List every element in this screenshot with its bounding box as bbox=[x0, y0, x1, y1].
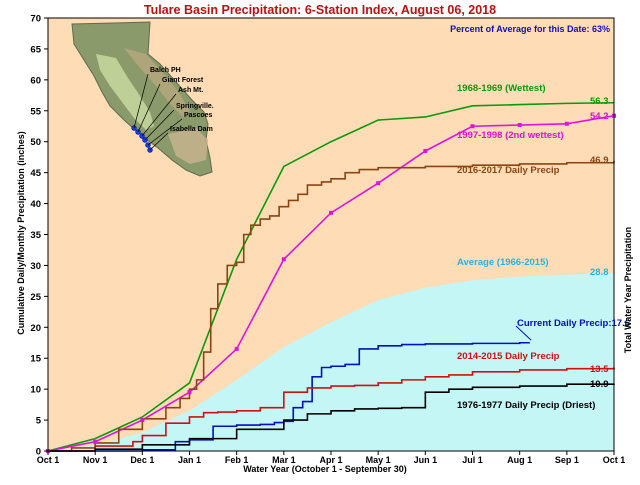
station-leader-line bbox=[137, 83, 161, 133]
x-tick-label: May 1 bbox=[366, 455, 391, 465]
y-tick-label: 25 bbox=[30, 292, 41, 303]
mojave-region-shape bbox=[168, 128, 208, 164]
series-0-end-value: 28.8 bbox=[590, 267, 609, 278]
y-tick-label: 10 bbox=[30, 385, 41, 396]
x-tick-label: Oct 1 bbox=[37, 455, 60, 465]
y-tick-label: 55 bbox=[30, 106, 41, 117]
x-tick-label: Apr 1 bbox=[319, 455, 342, 465]
station-leader-line bbox=[147, 118, 183, 146]
series-6-label: 1976-1977 Daily Precip (Driest) bbox=[457, 400, 595, 411]
station-label: Balch PH bbox=[150, 67, 181, 74]
chart-title: Tulare Basin Precipitation: 6-Station In… bbox=[144, 3, 496, 17]
x-tick-label: Oct 1 bbox=[603, 455, 626, 465]
series-2-point bbox=[329, 210, 333, 215]
series-5-end-value: 13.5 bbox=[590, 364, 609, 375]
station-label: Pascoes bbox=[184, 112, 213, 119]
station-label: Isabella Dam bbox=[170, 126, 213, 133]
series-2-point bbox=[93, 439, 98, 444]
series-5-label: 2014-2015 Daily Precip bbox=[457, 351, 560, 362]
y-tick-label: 35 bbox=[30, 230, 41, 241]
series-4-label: Current Daily Precip:17.6 bbox=[517, 318, 630, 329]
station-leader-line bbox=[149, 132, 169, 151]
x-tick-label: Sep 1 bbox=[555, 455, 579, 465]
series-2-label: 1997-1998 (2nd wettest) bbox=[457, 130, 564, 141]
station-leader-line bbox=[141, 93, 177, 137]
series-labels: Average (1966-2015) 1968-1969 (Wettest) 19… bbox=[457, 83, 630, 411]
y-tick-label: 0 bbox=[36, 447, 41, 458]
chart-subtitle: Percent of Average for this Date: 63% bbox=[450, 24, 610, 34]
series-1-label: 1968-1969 (Wettest) bbox=[457, 83, 546, 94]
x-tick-label: Feb 1 bbox=[225, 455, 249, 465]
series-2-point bbox=[140, 418, 145, 423]
station-label: Springville. bbox=[176, 103, 214, 110]
y-tick-label: 70 bbox=[30, 14, 41, 25]
station-marker bbox=[131, 125, 137, 131]
series-2-point bbox=[517, 123, 522, 128]
series-2-point bbox=[234, 346, 239, 351]
series-2-point bbox=[376, 181, 381, 186]
x-tick-label: Nov 1 bbox=[83, 455, 108, 465]
y-tick-label: 30 bbox=[30, 261, 41, 272]
series-2-point bbox=[423, 148, 428, 153]
series-1-end-value: 56.3 bbox=[590, 96, 609, 107]
series-6-line bbox=[48, 383, 615, 452]
average-area-layer bbox=[48, 272, 614, 451]
series-0-label: Average (1966-2015) bbox=[457, 257, 549, 268]
series-0-area bbox=[48, 272, 614, 451]
y-tick-label: 15 bbox=[30, 354, 41, 365]
series-3-line bbox=[48, 160, 615, 452]
series-2-point bbox=[281, 257, 286, 262]
series-4-line bbox=[48, 341, 530, 452]
y-tick-label: 40 bbox=[30, 199, 41, 210]
series-1-line bbox=[47, 101, 615, 452]
x-tick-label: Mar 1 bbox=[272, 455, 296, 465]
station-labels: Balch PH Giant Forest Ash Mt. Springville. P… bbox=[133, 67, 214, 151]
station-leader-line bbox=[144, 109, 175, 141]
series-5-line bbox=[48, 367, 615, 452]
station-label: Ash Mt. bbox=[178, 87, 203, 94]
current-precip-arrow bbox=[515, 325, 532, 341]
station-label: Giant Forest bbox=[162, 77, 204, 84]
series-2-point bbox=[187, 390, 192, 395]
series-3-label: 2016-2017 Daily Precip bbox=[457, 165, 560, 176]
central-valley-shape bbox=[96, 54, 154, 130]
x-tick-label: Jun 1 bbox=[414, 455, 438, 465]
end-value-labels: 28.8 56.3 54.2 46.9 13.5 10.9 bbox=[590, 96, 609, 390]
y-axis: 0 5 10 15 20 25 30 35 40 45 50 55 60 65 70 bbox=[30, 14, 48, 458]
y-tick-label: 50 bbox=[30, 137, 41, 148]
series-6-end-value: 10.9 bbox=[590, 379, 609, 390]
sierra-range-shape bbox=[124, 48, 190, 118]
series-3-end-value: 46.9 bbox=[590, 155, 609, 166]
x-tick-label: Aug 1 bbox=[507, 455, 532, 465]
series-2-point bbox=[470, 124, 475, 129]
series-2-point bbox=[564, 121, 569, 126]
y-axis-label: Cumulative Daily/Monthly Precipitation (… bbox=[16, 131, 26, 335]
series-2-end-value: 54.2 bbox=[590, 111, 609, 122]
right-axis-label: Total Water Year Precipitation bbox=[623, 227, 633, 353]
y-tick-label: 65 bbox=[30, 44, 41, 55]
x-tick-label: Jan 1 bbox=[178, 455, 201, 465]
y-tick-label: 60 bbox=[30, 75, 41, 86]
x-axis: Oct 1 Nov 1 Dec 1 Jan 1 Feb 1 Mar 1 Apr 1 May 1… bbox=[37, 451, 626, 465]
x-tick-label: Jul 1 bbox=[462, 455, 483, 465]
y-tick-label: 5 bbox=[36, 416, 42, 427]
california-map-inset: Balch PH Giant Forest Ash Mt. Springville. P… bbox=[71, 21, 214, 177]
y-tick-label: 20 bbox=[30, 323, 41, 334]
x-axis-label: Water Year (October 1 - September 30) bbox=[243, 464, 407, 474]
station-leader-line bbox=[133, 73, 149, 129]
y-tick-label: 45 bbox=[30, 168, 41, 179]
x-tick-label: Dec 1 bbox=[130, 455, 154, 465]
